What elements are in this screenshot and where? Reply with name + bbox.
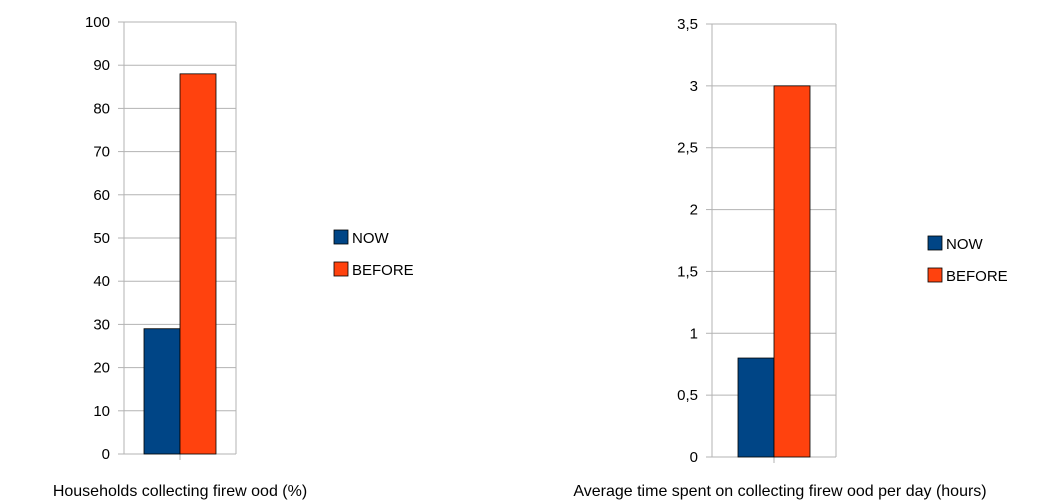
average-time-ytick-label: 0 (690, 449, 698, 466)
households-bar-now (143, 328, 181, 455)
average-time-ytick-label: 2,5 (677, 140, 698, 157)
households-ytick-label: 10 (93, 403, 110, 420)
average-time-legend-label-now: NOW (946, 236, 984, 253)
average-time-ytick-label: 3,5 (677, 16, 698, 33)
average-time-ytick-label: 0,5 (677, 387, 698, 404)
households-ytick-label: 0 (102, 446, 110, 463)
average-time-legend-swatch-before (927, 267, 943, 283)
households-legend-label-now: NOW (352, 230, 390, 247)
chart-households-svg: 0 10 20 30 40 50 60 70 80 90 100 Households collect… (53, 14, 414, 500)
households-ytick-label: 60 (93, 187, 110, 204)
average-time-ytick-label: 1,5 (677, 263, 698, 280)
average-time-bar-before (773, 85, 811, 458)
households-ytick-label: 50 (93, 230, 110, 247)
households-ytick-label: 90 (93, 57, 110, 74)
average-time-legend-label-before: BEFORE (946, 268, 1008, 285)
average-time-ytick-label: 2 (690, 202, 698, 219)
households-legend-swatch-now (333, 229, 349, 245)
chart-households-collecting: 0 10 20 30 40 50 60 70 80 90 100 Households collect… (0, 0, 480, 500)
chart-average-time: 0 0,5 1 1,5 2 2,5 3 3,5 Average time spent on co… (560, 0, 1063, 500)
average-time-bar-now (737, 357, 775, 458)
households-ytick-label: 70 (93, 144, 110, 161)
average-time-xlabel: Average time spent on collecting firew o… (573, 483, 986, 500)
households-ytick-label: 30 (93, 316, 110, 333)
chart-average-time-svg: 0 0,5 1 1,5 2 2,5 3 3,5 Average time spent on co… (573, 16, 1008, 500)
households-legend-label-before: BEFORE (352, 262, 414, 279)
average-time-legend-swatch-now (927, 235, 943, 251)
average-time-ytick-label: 1 (690, 325, 698, 342)
households-xlabel: Households collecting firew ood (%) (53, 483, 307, 500)
households-ytick-label: 100 (85, 14, 110, 31)
average-time-ytick-label: 3 (690, 78, 698, 95)
households-legend-swatch-before (333, 261, 349, 277)
households-ytick-label: 80 (93, 100, 110, 117)
households-bar-before (179, 73, 217, 455)
households-ytick-label: 40 (93, 273, 110, 290)
households-ytick-label: 20 (93, 360, 110, 377)
